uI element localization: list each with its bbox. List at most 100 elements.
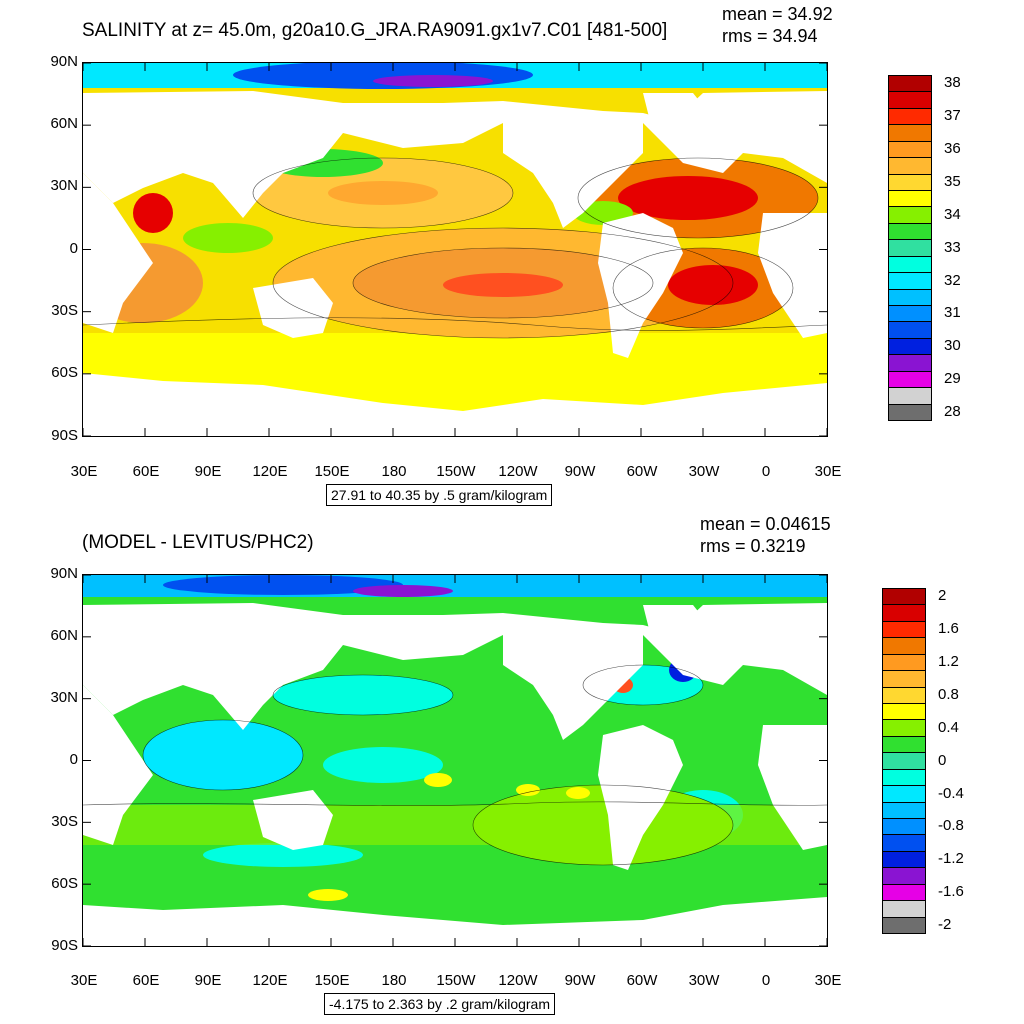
lon-label: 120E <box>252 972 288 989</box>
lon-label: 30E <box>814 463 842 480</box>
colorbar-label: -1.6 <box>938 883 964 901</box>
lon-label: 30W <box>688 463 720 480</box>
salinity-panel: SALINITY at z= 45.0m, g20a10.G_JRA.RA909… <box>50 4 998 506</box>
colorbar: 38 37 36 35 34 33 32 31 30 29 28 <box>888 74 998 421</box>
colorbar-swatch <box>882 801 926 819</box>
colorbar-swatch <box>882 653 926 672</box>
colorbar-label: 28 <box>944 403 961 420</box>
lon-label: 150W <box>436 972 476 989</box>
colorbar-label: 0 <box>938 751 947 769</box>
colorbar-swatch <box>888 387 932 405</box>
lon-label: 60E <box>132 463 160 480</box>
rms-stat: rms = 34.94 <box>722 26 818 46</box>
lon-label: 120W <box>498 972 538 989</box>
colorbar-swatch <box>882 719 926 737</box>
colorbar-label: 35 <box>944 173 961 190</box>
lon-label: 60E <box>132 972 160 989</box>
colorbar-swatch <box>888 157 932 175</box>
lat-label: 30N <box>50 177 78 194</box>
colorbar-swatch <box>888 124 932 142</box>
colorbar-swatch <box>882 768 926 787</box>
lon-label: 30W <box>688 972 720 989</box>
lat-label: 60N <box>50 627 78 644</box>
colorbar-swatch <box>882 867 926 885</box>
colorbar-swatch <box>882 883 926 902</box>
colorbar-swatch <box>888 206 932 224</box>
mean-stat: mean = 34.92 <box>722 4 833 24</box>
colorbar-swatch <box>882 735 926 754</box>
lat-label: 0 <box>69 751 78 768</box>
lon-label: 180 <box>381 463 407 480</box>
axis-ticks <box>83 63 827 436</box>
colorbar-swatch <box>888 337 932 356</box>
colorbar-swatch <box>888 370 932 389</box>
lon-label: 90E <box>194 463 222 480</box>
lon-label: 90W <box>564 463 596 480</box>
colorbar-label: 33 <box>944 238 961 256</box>
colorbar-swatch <box>882 637 926 655</box>
colorbar-label: 30 <box>944 337 961 355</box>
lat-label: 0 <box>69 240 78 257</box>
mean-stat: mean = 0.04615 <box>700 514 831 534</box>
colorbar-swatch <box>882 588 926 606</box>
lon-label: 0 <box>761 972 771 989</box>
colorbar-label: 31 <box>944 304 961 322</box>
colorbar-swatch <box>882 818 926 836</box>
colorbar-swatch <box>882 670 926 688</box>
colorbar-swatch <box>882 686 926 704</box>
panel-title: SALINITY at z= 45.0m, g20a10.G_JRA.RA909… <box>82 20 668 41</box>
colorbar-swatch <box>888 354 932 372</box>
colorbar-label: 2 <box>938 587 947 605</box>
axis-ticks <box>83 575 827 946</box>
lon-label: 150E <box>314 463 350 480</box>
colorbar-label: 34 <box>944 205 961 223</box>
colorbar-label: 1.6 <box>938 620 959 638</box>
colorbar-label: 1.2 <box>938 653 959 671</box>
colorbar-swatch <box>882 752 926 770</box>
lat-label: 60N <box>50 115 78 132</box>
lat-label: 30S <box>51 302 78 319</box>
lon-label: 30E <box>70 463 98 480</box>
colorbar-label: 0.8 <box>938 686 959 703</box>
lat-label: 90S <box>51 937 78 954</box>
lat-label: 90N <box>50 565 78 582</box>
lat-label: 30N <box>50 689 78 706</box>
lon-label: 120E <box>252 463 288 480</box>
colorbar-label: 32 <box>944 271 961 289</box>
colorbar-swatch <box>882 620 926 639</box>
colorbar-label: 0.4 <box>938 718 959 736</box>
lon-label: 120W <box>498 463 538 480</box>
lat-label: 90N <box>50 53 78 70</box>
colorbar-swatch <box>882 900 926 918</box>
colorbar-swatch <box>882 850 926 869</box>
panel-title: (MODEL - LEVITUS/PHC2) <box>82 532 314 553</box>
colorbar-label: -0.4 <box>938 784 964 802</box>
colorbar-swatch <box>888 107 932 126</box>
rms-stat: rms = 0.3219 <box>700 536 806 556</box>
lat-label: 90S <box>51 427 78 444</box>
colorbar-label: 38 <box>944 74 961 92</box>
colorbar-swatch <box>888 222 932 241</box>
colorbar-swatch <box>888 140 932 159</box>
colorbar-label: 29 <box>944 370 961 388</box>
colorbar-swatch <box>888 305 932 323</box>
difference-map <box>82 574 828 947</box>
lat-label: 60S <box>51 364 78 381</box>
colorbar-swatch <box>888 403 932 421</box>
lat-label: 30S <box>51 813 78 830</box>
lat-label: 60S <box>51 875 78 892</box>
colorbar-swatch <box>882 703 926 721</box>
colorbar-swatch <box>882 604 926 622</box>
lon-label: 0 <box>761 463 771 480</box>
lon-label: 60W <box>626 972 658 989</box>
colorbar: 2 1.6 1.2 0.8 0.4 0 -0.4 -0.8 -1.2 -1.6 -2 <box>882 587 992 934</box>
contour-info: -4.175 to 2.363 by .2 gram/kilogram <box>324 993 556 1015</box>
difference-field <box>83 575 827 946</box>
lon-label: 150W <box>436 463 476 480</box>
contour-info: 27.91 to 40.35 by .5 gram/kilogram <box>326 484 553 506</box>
colorbar-swatch <box>888 190 932 208</box>
lon-label: 90W <box>564 972 596 989</box>
colorbar-swatch <box>882 916 926 934</box>
colorbar-swatch <box>882 785 926 803</box>
lon-label: 90E <box>194 972 222 989</box>
